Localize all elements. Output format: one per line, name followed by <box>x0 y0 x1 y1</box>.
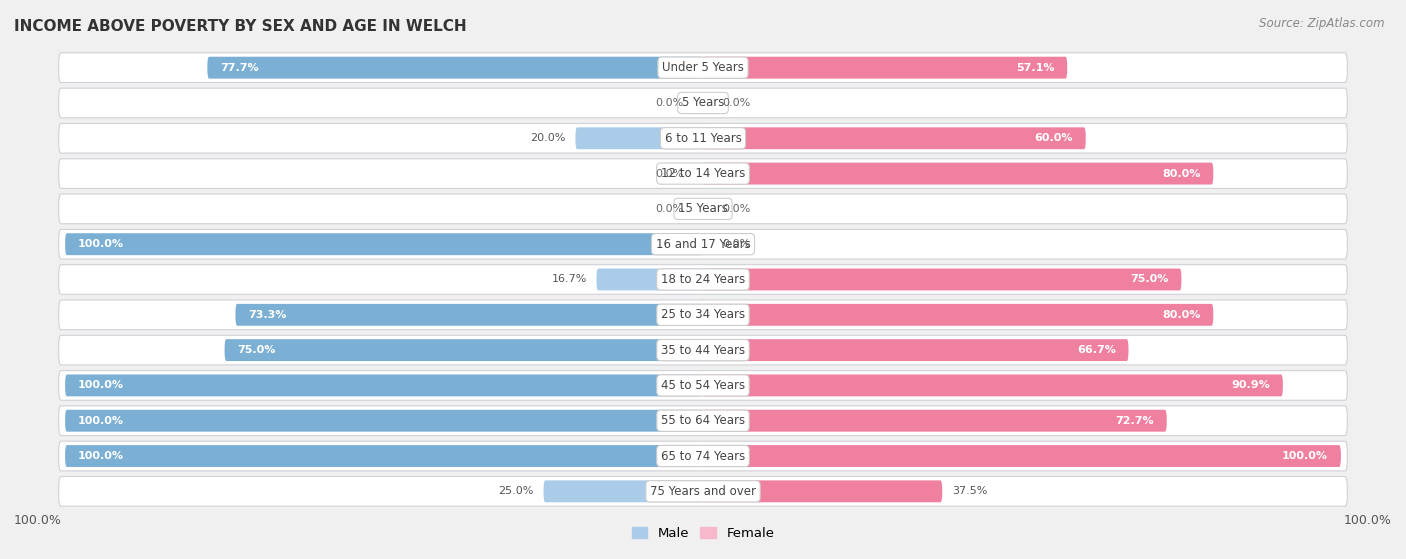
FancyBboxPatch shape <box>65 233 703 255</box>
FancyBboxPatch shape <box>575 127 703 149</box>
FancyBboxPatch shape <box>59 441 1347 471</box>
FancyBboxPatch shape <box>225 339 703 361</box>
FancyBboxPatch shape <box>65 375 703 396</box>
Text: 25 to 34 Years: 25 to 34 Years <box>661 309 745 321</box>
FancyBboxPatch shape <box>207 56 703 79</box>
Text: 0.0%: 0.0% <box>655 204 683 214</box>
FancyBboxPatch shape <box>703 410 1167 432</box>
FancyBboxPatch shape <box>59 229 1347 259</box>
Text: 20.0%: 20.0% <box>530 133 565 143</box>
Text: 72.7%: 72.7% <box>1115 416 1154 426</box>
FancyBboxPatch shape <box>703 163 1213 184</box>
Text: 100.0%: 100.0% <box>77 451 124 461</box>
FancyBboxPatch shape <box>703 339 1129 361</box>
Legend: Male, Female: Male, Female <box>626 522 780 545</box>
Text: 16.7%: 16.7% <box>551 274 586 285</box>
FancyBboxPatch shape <box>59 406 1347 435</box>
Text: 45 to 54 Years: 45 to 54 Years <box>661 379 745 392</box>
Text: 90.9%: 90.9% <box>1232 381 1270 390</box>
FancyBboxPatch shape <box>65 410 703 432</box>
Text: Source: ZipAtlas.com: Source: ZipAtlas.com <box>1260 17 1385 30</box>
Text: 37.5%: 37.5% <box>952 486 987 496</box>
Text: 55 to 64 Years: 55 to 64 Years <box>661 414 745 427</box>
Text: 100.0%: 100.0% <box>14 514 62 527</box>
FancyBboxPatch shape <box>59 124 1347 153</box>
Text: 100.0%: 100.0% <box>77 239 124 249</box>
Text: 60.0%: 60.0% <box>1035 133 1073 143</box>
Text: 80.0%: 80.0% <box>1163 169 1201 178</box>
Text: 100.0%: 100.0% <box>77 416 124 426</box>
Text: 57.1%: 57.1% <box>1017 63 1054 73</box>
FancyBboxPatch shape <box>703 268 1181 291</box>
Text: 80.0%: 80.0% <box>1163 310 1201 320</box>
Text: 5 Years: 5 Years <box>682 97 724 110</box>
FancyBboxPatch shape <box>59 300 1347 330</box>
Text: 100.0%: 100.0% <box>1282 451 1329 461</box>
Text: 35 to 44 Years: 35 to 44 Years <box>661 344 745 357</box>
FancyBboxPatch shape <box>235 304 703 326</box>
FancyBboxPatch shape <box>703 127 1085 149</box>
Text: 6 to 11 Years: 6 to 11 Years <box>665 132 741 145</box>
Text: 66.7%: 66.7% <box>1077 345 1116 355</box>
Text: 75.0%: 75.0% <box>238 345 276 355</box>
FancyBboxPatch shape <box>59 264 1347 295</box>
Text: 12 to 14 Years: 12 to 14 Years <box>661 167 745 180</box>
Text: 18 to 24 Years: 18 to 24 Years <box>661 273 745 286</box>
FancyBboxPatch shape <box>59 335 1347 365</box>
Text: 0.0%: 0.0% <box>723 204 751 214</box>
FancyBboxPatch shape <box>596 268 703 291</box>
Text: 16 and 17 Years: 16 and 17 Years <box>655 238 751 250</box>
Text: 0.0%: 0.0% <box>723 239 751 249</box>
FancyBboxPatch shape <box>65 445 703 467</box>
FancyBboxPatch shape <box>703 480 942 503</box>
Text: 75 Years and over: 75 Years and over <box>650 485 756 498</box>
Text: 65 to 74 Years: 65 to 74 Years <box>661 449 745 462</box>
Text: 15 Years: 15 Years <box>678 202 728 215</box>
FancyBboxPatch shape <box>703 304 1213 326</box>
Text: 0.0%: 0.0% <box>655 98 683 108</box>
FancyBboxPatch shape <box>59 194 1347 224</box>
Text: INCOME ABOVE POVERTY BY SEX AND AGE IN WELCH: INCOME ABOVE POVERTY BY SEX AND AGE IN W… <box>14 19 467 34</box>
FancyBboxPatch shape <box>59 159 1347 188</box>
Text: 25.0%: 25.0% <box>499 486 534 496</box>
FancyBboxPatch shape <box>59 53 1347 83</box>
FancyBboxPatch shape <box>703 56 1067 79</box>
FancyBboxPatch shape <box>59 371 1347 400</box>
Text: 100.0%: 100.0% <box>77 381 124 390</box>
FancyBboxPatch shape <box>59 88 1347 118</box>
FancyBboxPatch shape <box>59 476 1347 506</box>
FancyBboxPatch shape <box>703 445 1341 467</box>
Text: 0.0%: 0.0% <box>723 98 751 108</box>
Text: 100.0%: 100.0% <box>1344 514 1392 527</box>
FancyBboxPatch shape <box>703 375 1282 396</box>
Text: Under 5 Years: Under 5 Years <box>662 61 744 74</box>
Text: 75.0%: 75.0% <box>1130 274 1168 285</box>
Text: 0.0%: 0.0% <box>655 169 683 178</box>
Text: 77.7%: 77.7% <box>221 63 259 73</box>
Text: 73.3%: 73.3% <box>249 310 287 320</box>
FancyBboxPatch shape <box>544 480 703 503</box>
